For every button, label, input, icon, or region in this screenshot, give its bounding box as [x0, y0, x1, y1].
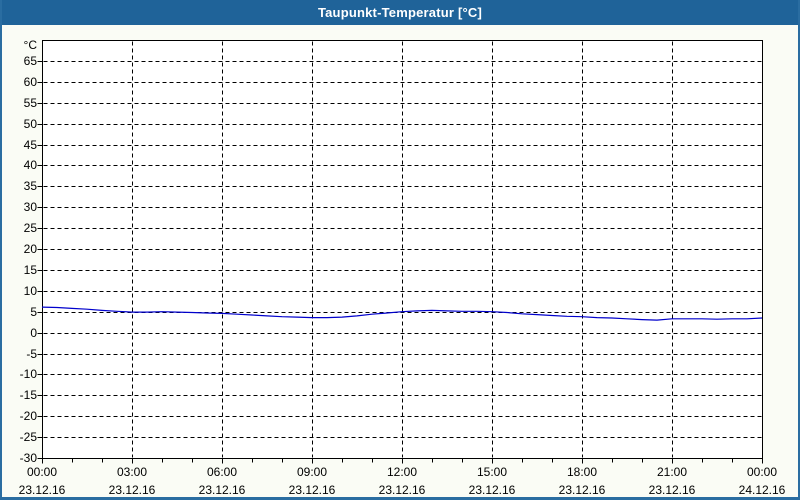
y-axis-label: 10	[24, 284, 38, 298]
y-axis-label: 30	[24, 200, 38, 214]
y-axis-label: 5	[30, 305, 37, 319]
x-axis-date-label: 23.12.16	[649, 483, 696, 497]
x-axis-date-label: 23.12.16	[19, 483, 66, 497]
window-border-left	[0, 0, 2, 500]
y-axis-label: 45	[24, 138, 38, 152]
y-axis-label: 50	[24, 117, 38, 131]
x-axis-date-label: 24.12.16	[739, 483, 786, 497]
y-axis-label: -5	[26, 347, 37, 361]
plot-area	[37, 40, 763, 464]
y-axis-label: 25	[24, 221, 38, 235]
axis-labels: 65605550454035302520151050-5-10-15-20-25…	[19, 38, 786, 497]
x-axis-time-label: 18:00	[567, 465, 597, 479]
y-axis-label: 55	[24, 96, 38, 110]
window-title: Taupunkt-Temperatur [°C]	[317, 5, 483, 20]
y-axis-label: 40	[24, 158, 38, 172]
y-axis-label: -30	[20, 451, 38, 465]
x-axis-date-label: 23.12.16	[199, 483, 246, 497]
x-axis-time-label: 12:00	[387, 465, 417, 479]
x-axis-date-label: 23.12.16	[469, 483, 516, 497]
y-axis-label: 15	[24, 263, 38, 277]
x-axis-date-label: 23.12.16	[559, 483, 606, 497]
dewpoint-series-line	[41, 306, 763, 321]
title-bar: Taupunkt-Temperatur [°C]	[0, 0, 800, 25]
x-axis-time-label: 03:00	[117, 465, 147, 479]
x-axis-time-label: 09:00	[297, 465, 327, 479]
y-axis-label: 0	[30, 326, 37, 340]
x-axis-date-label: 23.12.16	[289, 483, 336, 497]
y-axis-label: 35	[24, 179, 38, 193]
x-axis-time-label: 06:00	[207, 465, 237, 479]
y-axis-unit: °C	[24, 38, 38, 52]
y-axis-label: 65	[24, 54, 38, 68]
y-axis-label: -20	[20, 409, 38, 423]
x-axis-time-label: 21:00	[657, 465, 687, 479]
y-axis-label: -15	[20, 388, 38, 402]
y-axis-label: -10	[20, 367, 38, 381]
x-axis-time-label: 00:00	[27, 465, 57, 479]
window-border-bottom	[0, 497, 800, 500]
y-axis-label: 60	[24, 75, 38, 89]
x-axis-time-label: 15:00	[477, 465, 507, 479]
window-border-right	[798, 0, 800, 500]
x-axis-date-label: 23.12.16	[379, 483, 426, 497]
x-axis-time-label: 00:00	[747, 465, 777, 479]
y-axis-label: 20	[24, 242, 38, 256]
x-axis-date-label: 23.12.16	[109, 483, 156, 497]
y-axis-label: -25	[20, 430, 38, 444]
